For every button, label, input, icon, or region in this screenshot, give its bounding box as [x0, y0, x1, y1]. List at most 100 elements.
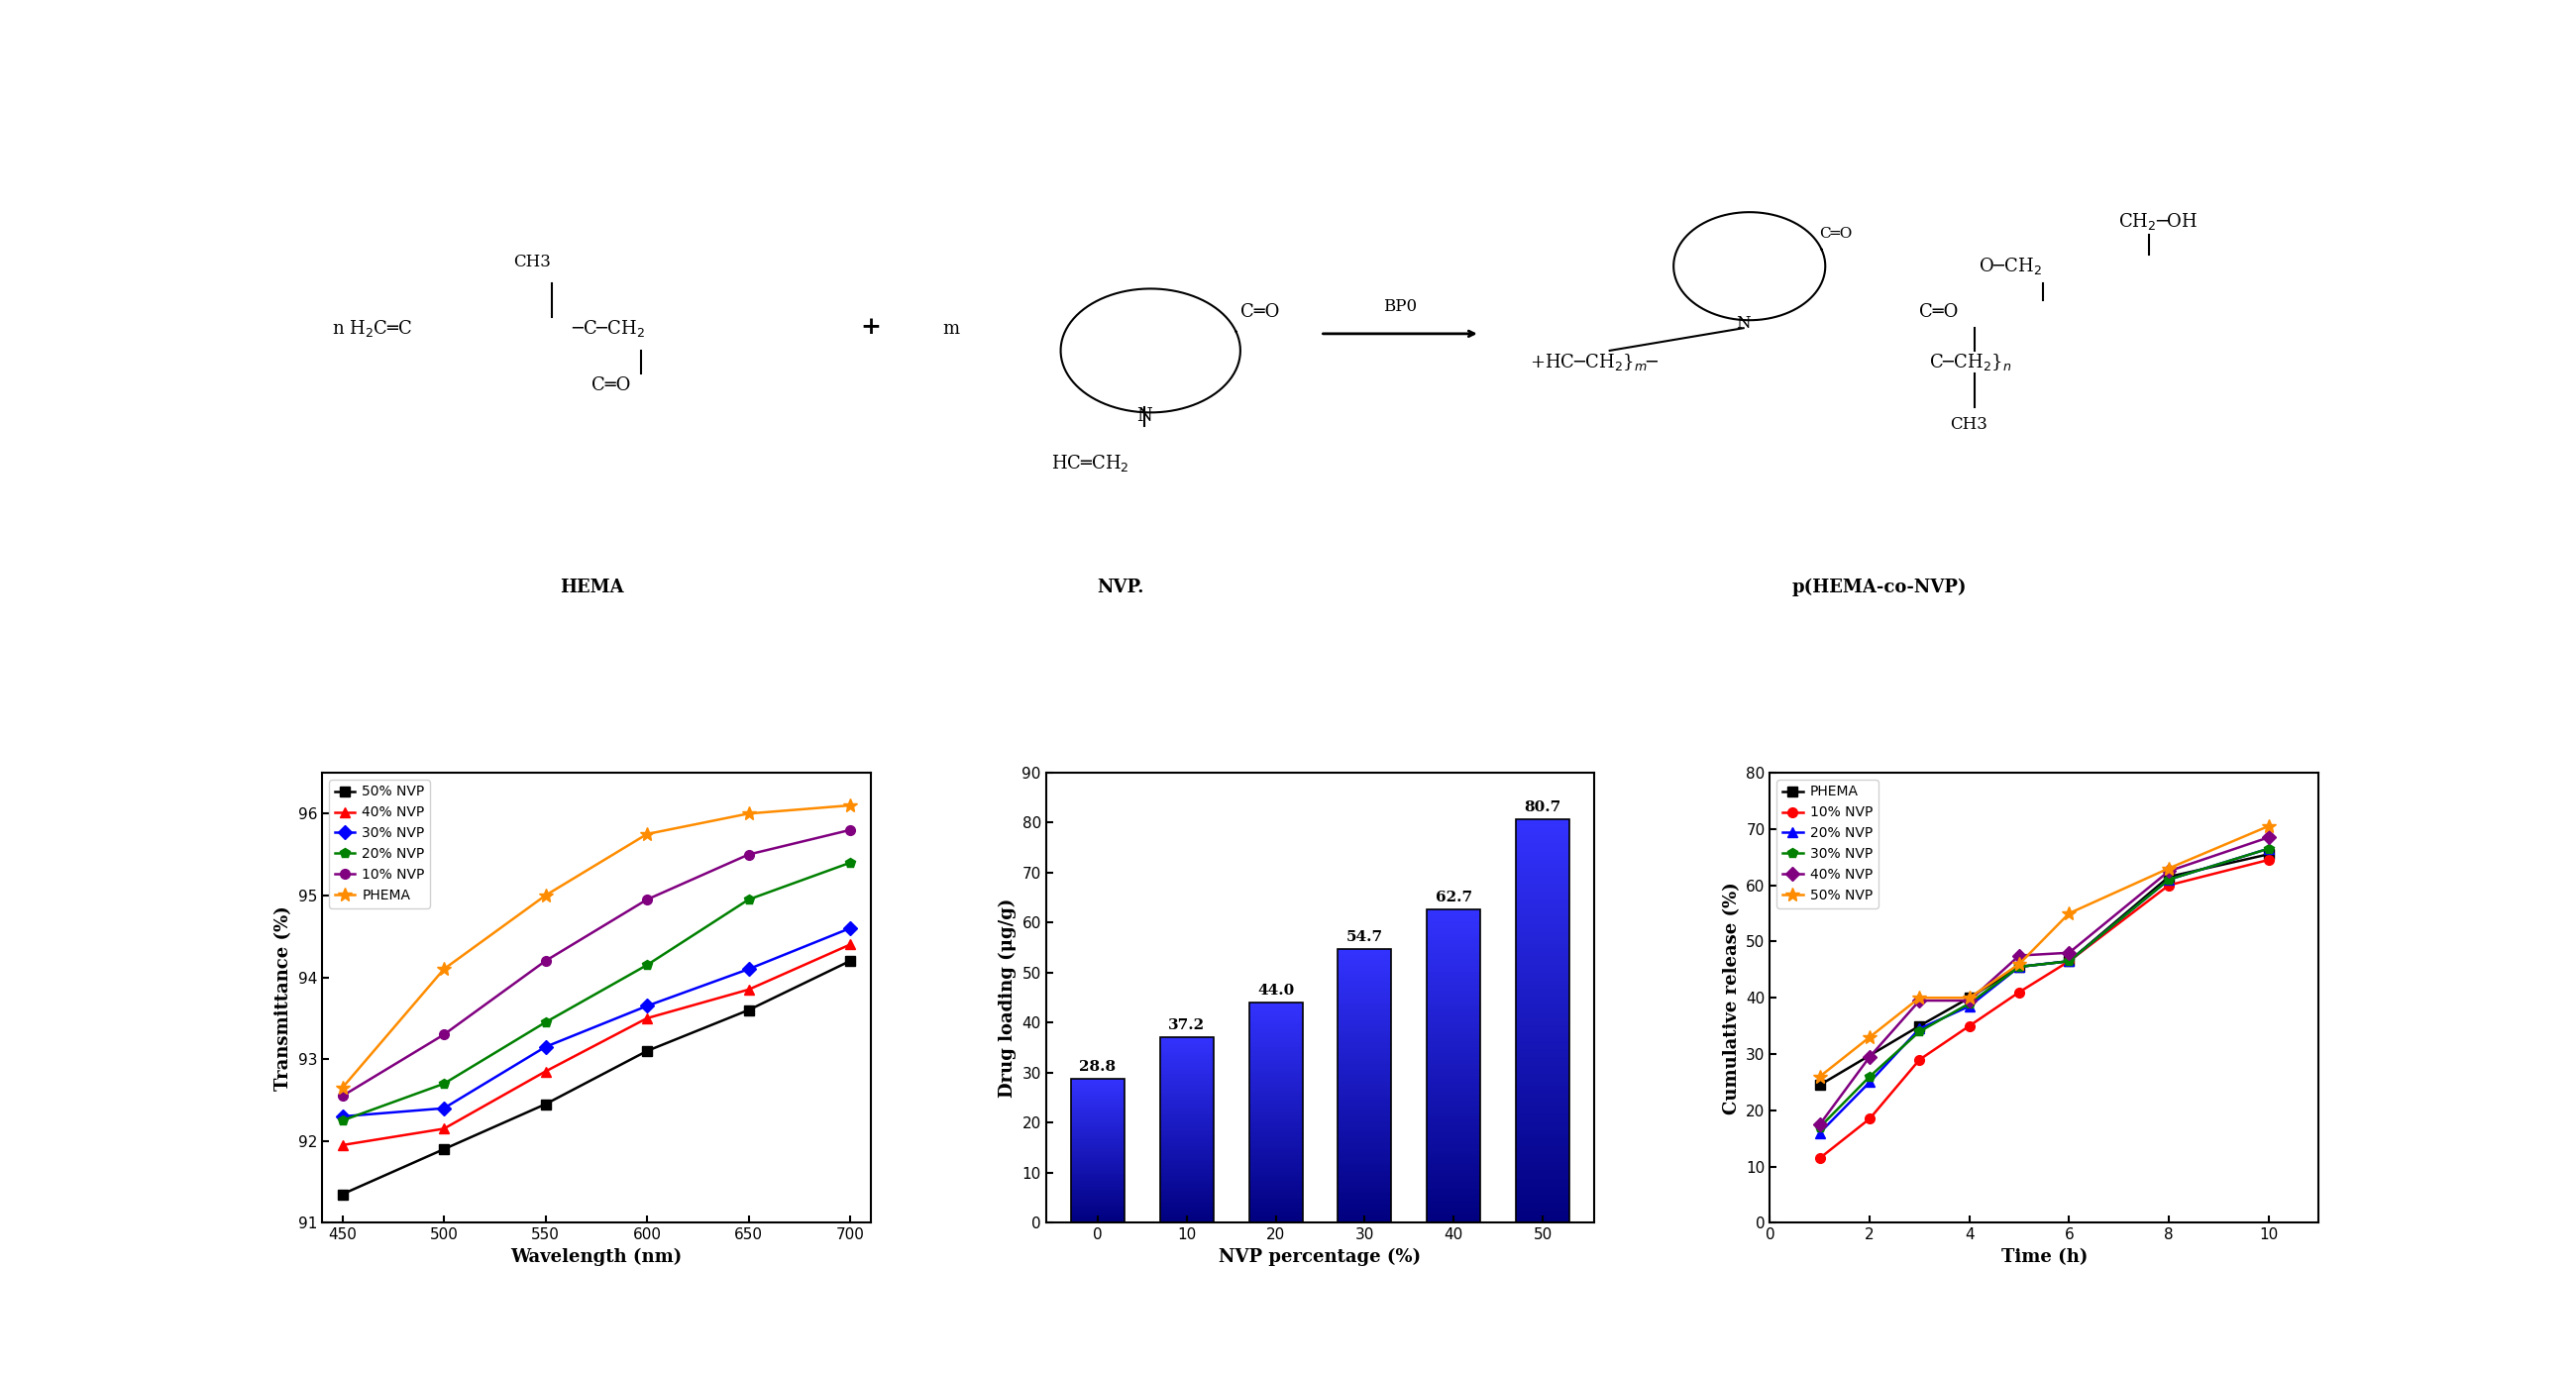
Bar [1517, 1125, 1569, 1129]
Bar [1427, 1059, 1481, 1063]
Bar [1517, 844, 1569, 848]
Bar [1159, 1043, 1213, 1044]
Bar [1427, 1047, 1481, 1050]
Bar [1337, 1127, 1391, 1129]
Bar [1159, 1124, 1213, 1127]
10% NVP [734, 846, 765, 863]
Bar [1517, 852, 1569, 856]
Bar [1517, 871, 1569, 875]
Bar [1427, 1079, 1481, 1081]
Bar [1072, 1210, 1123, 1212]
Bar [1072, 1088, 1123, 1091]
Bar [1517, 1202, 1569, 1206]
20% NVP [428, 1076, 459, 1092]
Bar [1159, 1102, 1213, 1103]
Bar [1159, 1195, 1213, 1197]
30% NVP [734, 960, 765, 977]
10% NVP [631, 892, 662, 908]
Bar [1072, 1087, 1123, 1088]
Bar [1159, 1123, 1213, 1124]
Bar [1159, 1098, 1213, 1101]
Bar [1249, 1106, 1303, 1109]
Bar [1427, 1020, 1481, 1022]
Bar [1427, 1076, 1481, 1079]
Bar [1427, 988, 1481, 991]
Bar [1427, 1142, 1481, 1145]
Text: CH$_2$─OH: CH$_2$─OH [2117, 212, 2197, 232]
Bar [1427, 1213, 1481, 1216]
Bar [1249, 1183, 1303, 1186]
Bar [1072, 1113, 1123, 1114]
Bar [1249, 1036, 1303, 1037]
50% NVP [1904, 989, 1935, 1006]
Text: m: m [943, 320, 958, 338]
Bar [1427, 1204, 1481, 1208]
Bar [1072, 1081, 1123, 1083]
Bar [1072, 1219, 1123, 1220]
Bar [1337, 1085, 1391, 1088]
Legend: PHEMA, 10% NVP, 20% NVP, 30% NVP, 40% NVP, 50% NVP: PHEMA, 10% NVP, 20% NVP, 30% NVP, 40% NV… [1777, 779, 1878, 908]
10% NVP [2004, 984, 2035, 1000]
50% NVP [2004, 956, 2035, 973]
Bar [1517, 1009, 1569, 1013]
Bar [1427, 1028, 1481, 1032]
Bar [1427, 1125, 1481, 1129]
Bar [1159, 1065, 1213, 1066]
Text: 44.0: 44.0 [1257, 984, 1293, 998]
40% NVP [428, 1120, 459, 1136]
Bar [1337, 1204, 1391, 1206]
Bar [1159, 1057, 1213, 1059]
Bar [1249, 1051, 1303, 1054]
Bar [1072, 1157, 1123, 1158]
Bar [1249, 1007, 1303, 1010]
Bar [1427, 1210, 1481, 1213]
Bar [1159, 1113, 1213, 1114]
Bar [1337, 1198, 1391, 1201]
Bar [1249, 1026, 1303, 1029]
Bar [1159, 1167, 1213, 1169]
PHEMA [531, 888, 562, 904]
Bar [1517, 1167, 1569, 1171]
Bar [1159, 1085, 1213, 1087]
30% NVP [2004, 959, 2035, 976]
Bar [1159, 1129, 1213, 1132]
Bar [1337, 993, 1391, 996]
Bar [1337, 974, 1391, 977]
Bar [1427, 1186, 1481, 1189]
Bar [1517, 908, 1569, 912]
Bar [1159, 1091, 1213, 1092]
Bar [1427, 1182, 1481, 1186]
Bar [1159, 1204, 1213, 1206]
Bar [1517, 1210, 1569, 1215]
Bar [1427, 976, 1481, 978]
Bar [1427, 1208, 1481, 1210]
Bar [1072, 1134, 1123, 1135]
Bar [1249, 1088, 1303, 1091]
Bar [1159, 1202, 1213, 1204]
Bar [1517, 883, 1569, 888]
Bar [1072, 1191, 1123, 1193]
Bar [1159, 1107, 1213, 1109]
Bar [1249, 1175, 1303, 1176]
Bar [1249, 1208, 1303, 1209]
20% NVP [631, 956, 662, 973]
Bar [1072, 1131, 1123, 1132]
Bar [1072, 1080, 1123, 1081]
Bar [1337, 1184, 1391, 1187]
Bar [1517, 1123, 1569, 1125]
Bar [1159, 1217, 1213, 1219]
Bar [1159, 1112, 1213, 1113]
Bar [1427, 954, 1481, 956]
Bar [1337, 982, 1391, 985]
Bar [1159, 1072, 1213, 1074]
Bar [1337, 1206, 1391, 1209]
Bar [1072, 1189, 1123, 1190]
Bar [1427, 1138, 1481, 1142]
20% NVP [1855, 1074, 1886, 1091]
Bar [1427, 1003, 1481, 1006]
Line: 20% NVP: 20% NVP [337, 857, 855, 1125]
Bar [1249, 1219, 1303, 1220]
Bar [1427, 1164, 1481, 1167]
Bar [1427, 1000, 1481, 1003]
Bar [1427, 1167, 1481, 1169]
